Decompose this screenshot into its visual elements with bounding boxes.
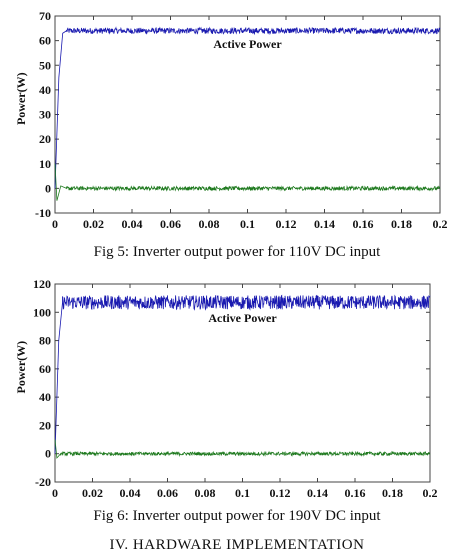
y-axis-label: Power(W)	[14, 72, 28, 125]
x-tick-label: 0.1	[235, 486, 250, 500]
x-tick-label: 0.12	[276, 217, 297, 231]
series-line-active	[54, 294, 431, 454]
y-tick-label: 10	[39, 157, 51, 171]
y-tick-label: 0	[45, 447, 51, 461]
x-tick-label: 0.06	[157, 486, 178, 500]
x-tick-label: 0.08	[199, 217, 220, 231]
x-tick-label: 0.2	[433, 217, 448, 231]
x-tick-label: 0.04	[122, 217, 143, 231]
x-tick-label: 0.2	[423, 486, 438, 500]
plot-frame	[54, 15, 441, 214]
x-tick-label: 0	[52, 217, 58, 231]
x-tick-label: 0.1	[240, 217, 255, 231]
x-tick-label: 0.16	[345, 486, 366, 500]
y-tick-label: 120	[33, 277, 51, 291]
x-tick-label: 0.18	[391, 217, 412, 231]
y-tick-label: 100	[33, 305, 51, 319]
caption-fig-5: Fig 5: Inverter output power for 110V DC…	[94, 244, 381, 260]
series-line-reactive	[54, 163, 441, 201]
x-tick-label: 0.02	[82, 486, 103, 500]
x-tick-label: 0.04	[120, 486, 141, 500]
x-tick-label: 0.12	[270, 486, 291, 500]
series-line-active	[54, 26, 441, 189]
x-tick-label: 0.14	[307, 486, 328, 500]
annotation-label: Active Power	[208, 311, 277, 325]
annotation-label: Active Power	[213, 37, 282, 51]
y-tick-label: 20	[39, 418, 51, 432]
y-axis-label: Power(W)	[14, 341, 28, 394]
series-line-reactive	[54, 439, 431, 459]
y-tick-label: 60	[39, 34, 51, 48]
y-tick-label: 40	[39, 83, 51, 97]
y-tick-label: 30	[39, 108, 51, 122]
x-tick-label: 0.14	[314, 217, 335, 231]
y-tick-label: 0	[45, 181, 51, 195]
x-tick-label: 0.18	[382, 486, 403, 500]
y-tick-label: 40	[39, 390, 51, 404]
y-tick-label: -20	[35, 475, 51, 489]
x-tick-label: 0	[52, 486, 58, 500]
caption-fig-6: Fig 6: Inverter output power for 190V DC…	[93, 508, 381, 524]
y-tick-label: -10	[35, 206, 51, 220]
y-tick-label: 60	[39, 362, 51, 376]
y-tick-label: 20	[39, 132, 51, 146]
y-tick-label: 70	[39, 9, 51, 23]
x-tick-label: 0.08	[195, 486, 216, 500]
y-tick-label: 80	[39, 334, 51, 348]
x-tick-label: 0.06	[160, 217, 181, 231]
x-tick-label: 0.16	[353, 217, 374, 231]
x-tick-label: 0.02	[83, 217, 104, 231]
section-heading: IV. HARDWARE IMPLEMENTATION	[110, 537, 365, 551]
y-tick-label: 50	[39, 58, 51, 72]
